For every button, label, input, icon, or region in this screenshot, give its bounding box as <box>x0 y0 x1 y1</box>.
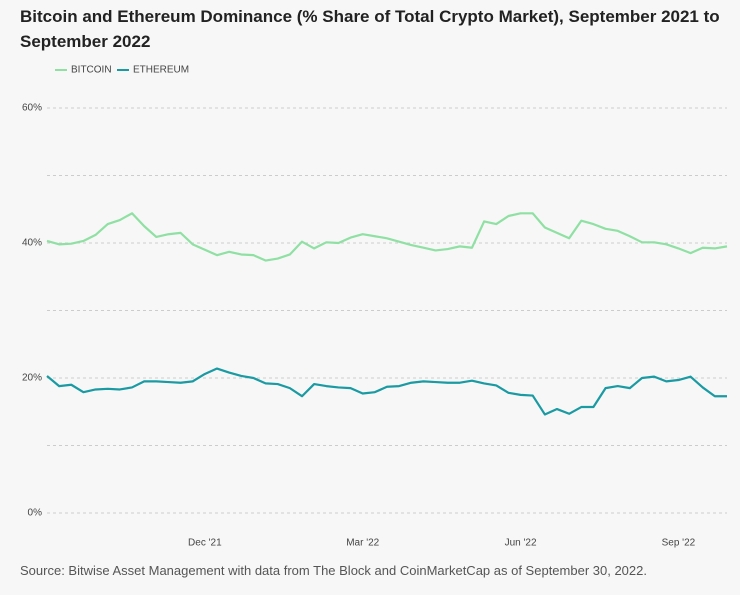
line-series <box>46 212 728 262</box>
line-series <box>46 367 727 416</box>
y-tick-label: 20% <box>22 373 42 384</box>
y-tick-label: 60% <box>22 103 42 114</box>
source-note: Source: Bitwise Asset Management with da… <box>20 563 647 578</box>
x-tick-label: Dec '21 <box>188 538 222 549</box>
x-tick-label: Jun '22 <box>505 538 537 549</box>
legend-label: BITCOIN <box>71 65 112 76</box>
x-tick-label: Mar '22 <box>346 538 379 549</box>
legend-label: ETHEREUM <box>133 65 189 76</box>
y-tick-label: 0% <box>28 508 43 519</box>
x-tick-label: Sep '22 <box>662 538 696 549</box>
chart: 0% 20% 40% 60% Dec '21 Mar '22 Jun '22 Sep '22 B… <box>22 65 728 549</box>
chart-title: Bitcoin and Ethereum Dominance (% Share … <box>20 7 720 51</box>
y-tick-label: 40% <box>22 238 42 249</box>
